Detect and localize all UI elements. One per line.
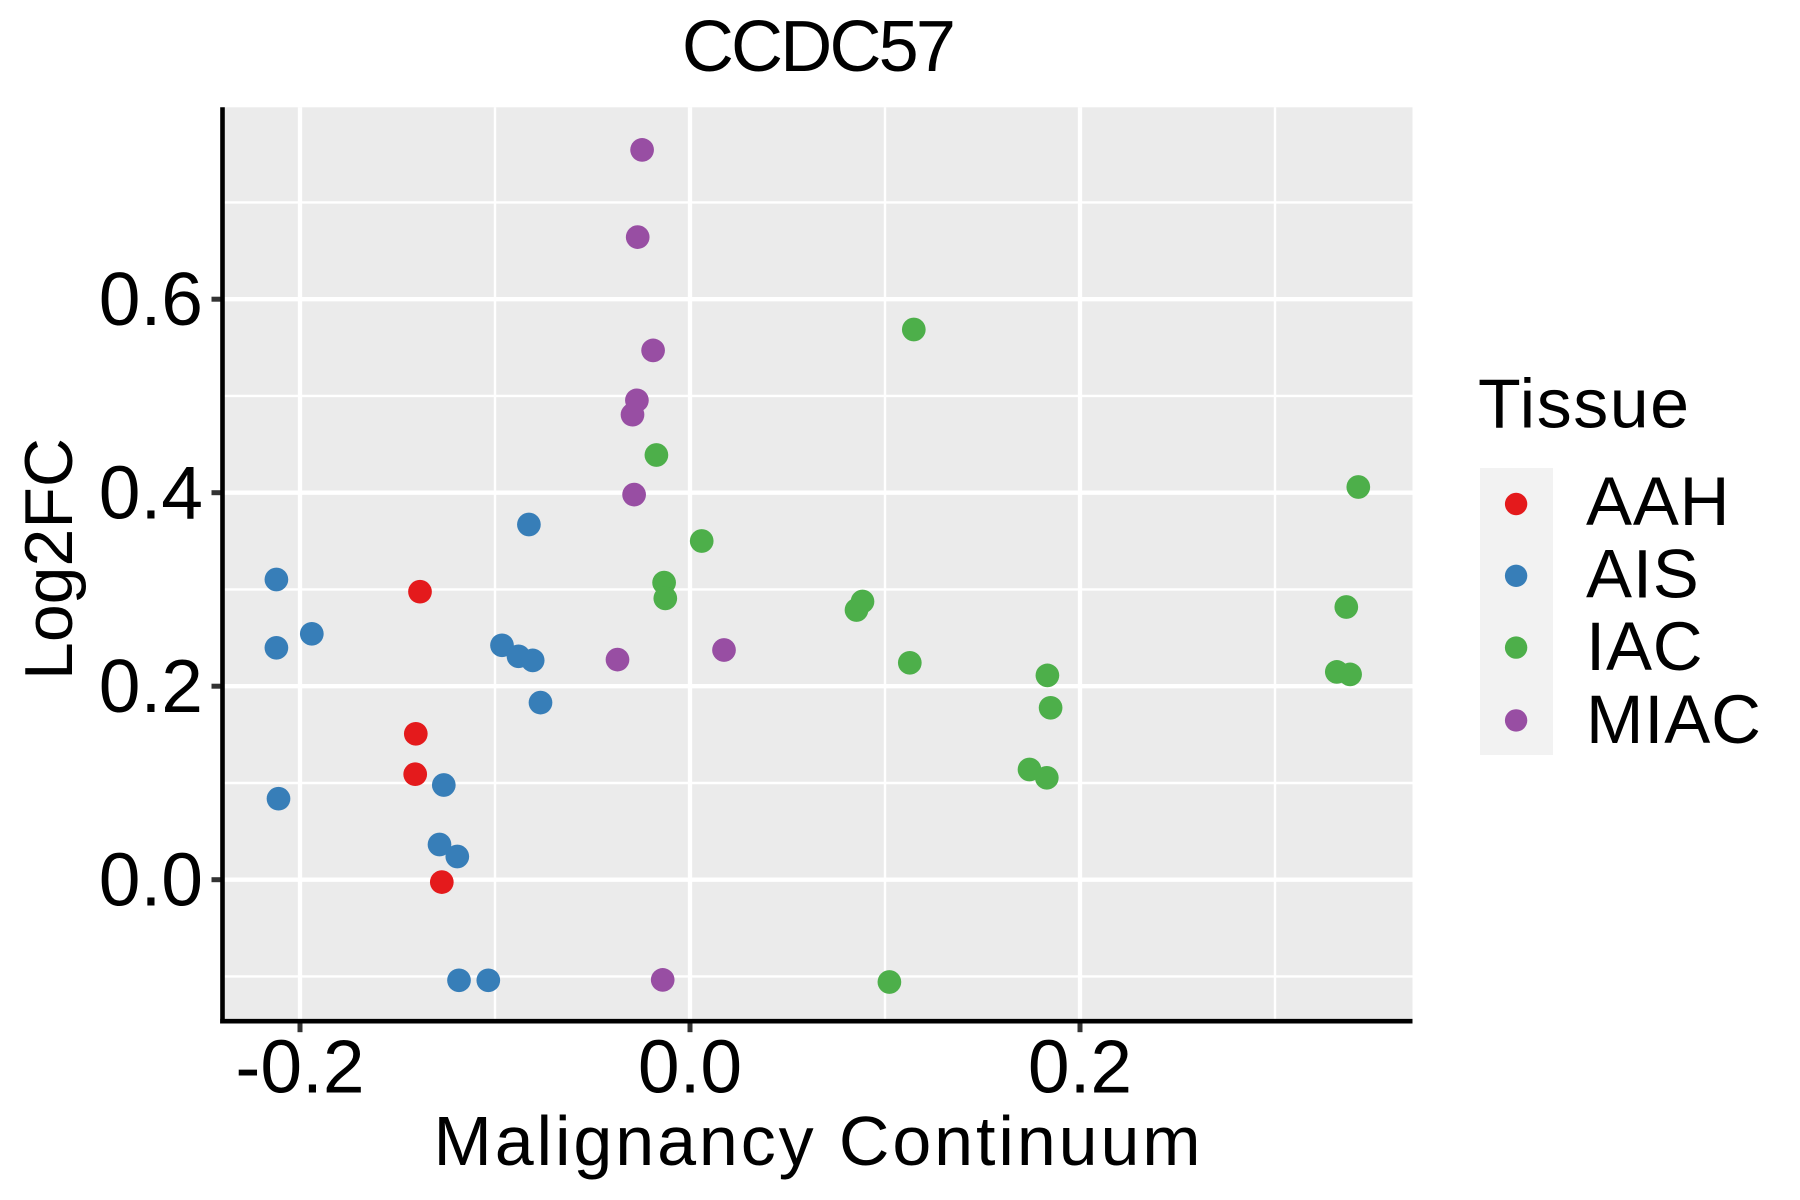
svg-text:CCDC57: CCDC57	[682, 7, 953, 87]
svg-text:0.2: 0.2	[99, 644, 203, 728]
svg-text:0.4: 0.4	[99, 451, 203, 535]
svg-text:Log2FC: Log2FC	[11, 438, 87, 680]
svg-text:-0.2: -0.2	[235, 1025, 364, 1109]
svg-text:0.2: 0.2	[1028, 1025, 1132, 1109]
svg-text:AAH: AAH	[1586, 463, 1730, 540]
svg-text:0.0: 0.0	[99, 838, 203, 922]
svg-text:Malignancy Continuum: Malignancy Continuum	[433, 1102, 1203, 1180]
svg-text:Tissue: Tissue	[1478, 365, 1691, 443]
svg-text:0.6: 0.6	[99, 257, 203, 341]
svg-text:0.0: 0.0	[638, 1025, 742, 1109]
svg-text:MIAC: MIAC	[1586, 681, 1762, 758]
svg-text:AIS: AIS	[1586, 536, 1700, 613]
svg-text:IAC: IAC	[1586, 608, 1703, 685]
